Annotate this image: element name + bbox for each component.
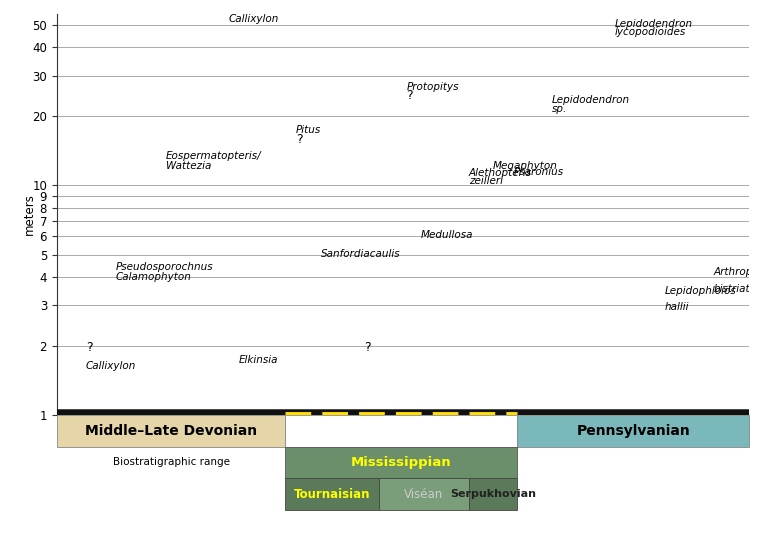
Text: Eospermatopteris/: Eospermatopteris/ bbox=[167, 151, 262, 161]
Text: Wattezia: Wattezia bbox=[167, 162, 212, 171]
Text: Serpukhovian: Serpukhovian bbox=[450, 489, 536, 499]
Text: Elkinsia: Elkinsia bbox=[238, 355, 278, 365]
Text: bistriata: bistriata bbox=[713, 284, 756, 294]
Text: Tournaisian: Tournaisian bbox=[294, 488, 370, 501]
Text: Viséan: Viséan bbox=[404, 488, 444, 501]
Text: Sanfordiacaulis: Sanfordiacaulis bbox=[322, 248, 401, 259]
Text: Megaphyton: Megaphyton bbox=[493, 162, 558, 171]
Text: Pseudosporochnus: Pseudosporochnus bbox=[116, 262, 213, 272]
Text: Psaronius: Psaronius bbox=[514, 167, 564, 177]
Text: Middle–Late Devonian: Middle–Late Devonian bbox=[85, 424, 257, 438]
Text: Callixylon: Callixylon bbox=[229, 14, 279, 24]
Text: zeilleri: zeilleri bbox=[469, 176, 503, 186]
Text: ?: ? bbox=[407, 90, 413, 102]
Text: Mississippian: Mississippian bbox=[351, 456, 452, 469]
Text: Arthropitys: Arthropitys bbox=[713, 267, 757, 277]
Text: ?: ? bbox=[364, 341, 370, 354]
Text: Calamophyton: Calamophyton bbox=[116, 272, 192, 282]
Text: Medullosa: Medullosa bbox=[420, 230, 473, 240]
Text: hallii: hallii bbox=[665, 301, 690, 312]
Text: lycopodioides: lycopodioides bbox=[615, 27, 686, 37]
Text: Biostratigraphic range: Biostratigraphic range bbox=[113, 458, 229, 467]
Text: Lepidophloios: Lepidophloios bbox=[665, 286, 737, 296]
Text: Protopitys: Protopitys bbox=[407, 82, 459, 92]
Text: Pitus: Pitus bbox=[296, 126, 321, 135]
Y-axis label: meters: meters bbox=[23, 193, 36, 235]
Text: Lepidodendron: Lepidodendron bbox=[552, 94, 630, 104]
Text: Lepidodendron: Lepidodendron bbox=[615, 19, 693, 29]
Text: sp.: sp. bbox=[552, 104, 567, 114]
Text: Alethopteris: Alethopteris bbox=[469, 168, 532, 178]
Text: ?: ? bbox=[296, 133, 302, 146]
Text: Callixylon: Callixylon bbox=[86, 361, 136, 371]
Text: ?: ? bbox=[86, 341, 92, 354]
Text: Pennsylvanian: Pennsylvanian bbox=[577, 424, 690, 438]
